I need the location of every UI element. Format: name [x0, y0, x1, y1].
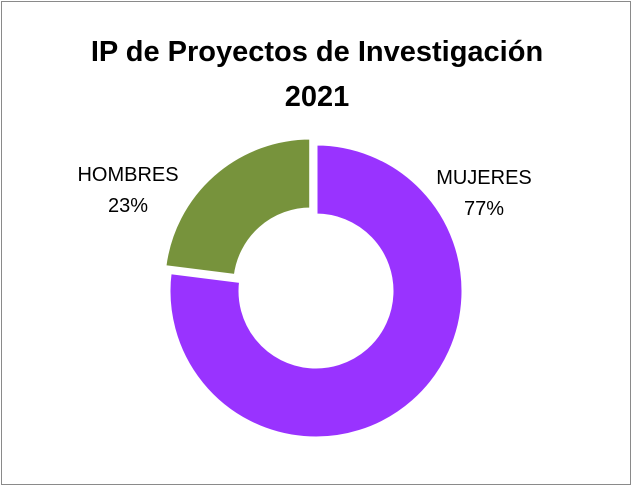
slice-mujeres: [167, 142, 465, 440]
data-label-hombres-name: HOMBRES: [77, 164, 178, 186]
data-label-mujeres-name: MUJERES: [436, 167, 532, 189]
chart-title-line-2: 2021: [284, 81, 350, 113]
slice-hombres: [163, 136, 313, 278]
chart-title: IP de Proyectos de Investigación 2021: [0, 30, 634, 120]
data-label-hombres-value: 23%: [108, 195, 148, 217]
chart-title-line-1: IP de Proyectos de Investigación: [90, 36, 544, 68]
data-label-mujeres-value: 77%: [464, 198, 504, 220]
